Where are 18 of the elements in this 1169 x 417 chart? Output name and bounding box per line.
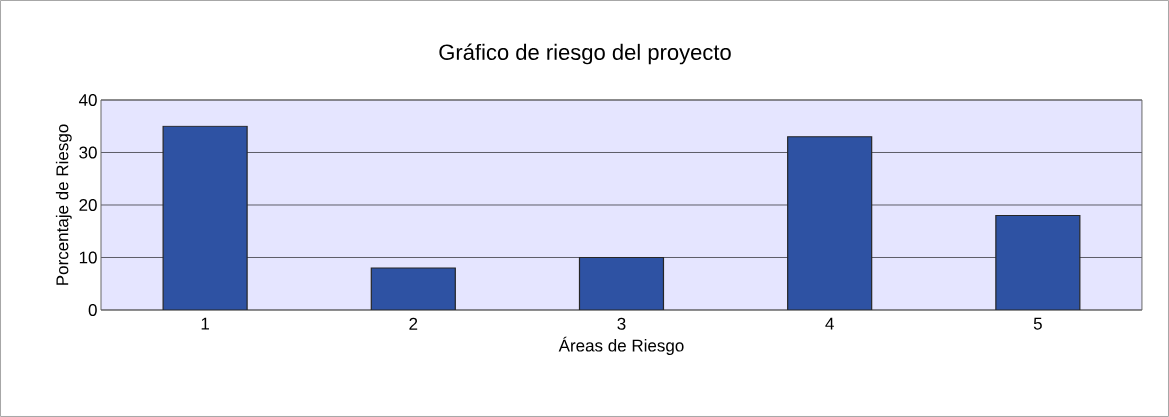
y-tick-label: 20 — [79, 198, 97, 212]
x-tick-label: 2 — [409, 317, 418, 330]
bar — [995, 214, 1081, 310]
y-tick-label: 10 — [79, 251, 97, 264]
x-tick-label: 5 — [1033, 317, 1042, 330]
x-axis-title: Áreas de Riesgo — [558, 336, 684, 355]
y-tick-label: 40 — [78, 93, 97, 107]
chart-title: Gráfico de riesgo del proyecto — [439, 43, 731, 65]
y-tick-label: 30 — [79, 146, 97, 159]
x-tick-label: 1 — [201, 317, 210, 330]
y-tick-label: 0 — [88, 303, 97, 317]
y-axis-title: Porcentaje de Riesgo — [55, 124, 72, 285]
bar — [370, 267, 456, 310]
bar — [787, 136, 873, 310]
x-tick-label: 4 — [825, 317, 834, 330]
bar — [162, 125, 248, 310]
x-tick-label: 3 — [617, 317, 626, 330]
bar — [578, 256, 665, 310]
